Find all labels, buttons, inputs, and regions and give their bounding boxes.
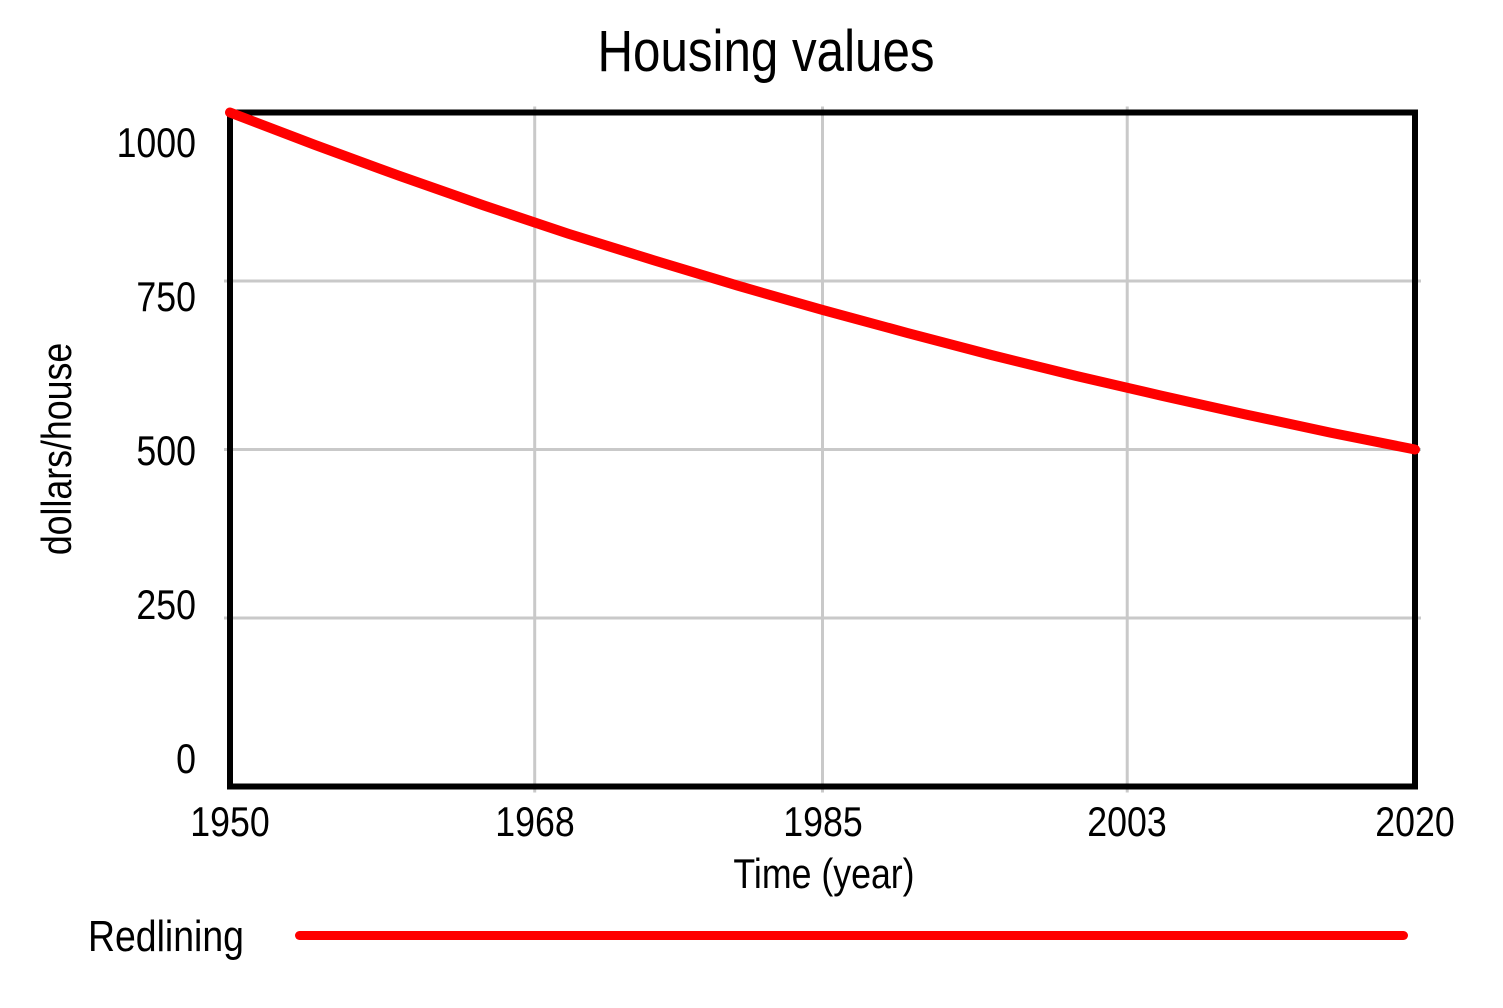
legend-line-swatch: [295, 931, 1408, 940]
series-line-redlining: [225, 107, 1420, 455]
y-tick-label: 250: [136, 581, 196, 628]
y-tick-label: 750: [136, 273, 196, 320]
x-tick-label: 2003: [1087, 798, 1167, 845]
y-tick-label: 500: [136, 427, 196, 474]
x-tick-label: 1968: [494, 798, 575, 845]
x-axis-title: Time (year): [733, 850, 915, 897]
chart-title: Housing values: [597, 19, 935, 84]
x-tick-label: 1950: [190, 798, 270, 845]
legend-label-redlining: Redlining: [88, 912, 244, 961]
y-tick-label: 0: [176, 735, 196, 782]
x-tick-label: 1985: [782, 798, 863, 845]
y-tick-label: 1000: [116, 119, 196, 166]
x-tick-label: 2020: [1375, 798, 1455, 845]
